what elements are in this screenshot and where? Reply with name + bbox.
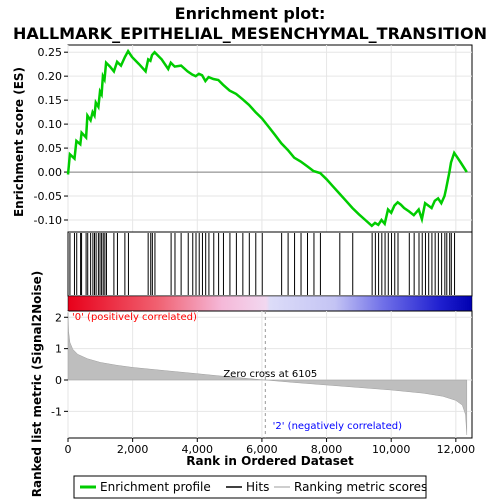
enrichment-profile-line <box>66 48 468 228</box>
ranking-metric-area <box>67 312 468 435</box>
legend-metric-label: Ranking metric scores <box>294 480 427 494</box>
es-y-tick-label: 0.15 <box>38 94 63 107</box>
es-y-tick-label: -0.10 <box>34 214 62 227</box>
es-panel: 0.25 0.20 0.15 0.10 0.05 0.00 -0.05 -0.10 <box>34 44 473 233</box>
es-y-ticks: 0.25 0.20 0.15 0.10 0.05 0.00 -0.05 -0.10 <box>34 46 68 227</box>
es-y-tick-label: 0.25 <box>38 46 63 59</box>
hit-lines <box>69 233 456 295</box>
es-y-tick-label: 0.20 <box>38 70 63 83</box>
legend-enrichment-label: Enrichment profile <box>100 480 211 494</box>
metric-y-tick-label: -1 <box>51 405 62 418</box>
es-y-tick-label: 0.05 <box>38 142 63 155</box>
metric-panel: 2 1 0 -1 Zero cross at 6105 '0' (positively… <box>51 310 473 439</box>
metric-y-tick-label: 0 <box>55 374 62 387</box>
es-y-tick-label: 0.00 <box>38 166 63 179</box>
es-y-axis-label: Enrichment score (ES) <box>12 67 26 217</box>
metric-y-tick-label: 2 <box>55 311 62 324</box>
chart-title-line1: Enrichment plot: <box>175 4 326 23</box>
positive-correlation-label: '0' (positively correlated) <box>72 312 197 323</box>
metric-y-ticks: 2 1 0 -1 <box>51 311 68 418</box>
negative-correlation-label: '2' (negatively correlated) <box>273 421 402 432</box>
x-tick-label: 2,000 <box>117 443 149 456</box>
hits-panel-frame <box>67 231 473 297</box>
metric-y-tick-label: 1 <box>55 343 62 356</box>
es-panel-frame <box>67 44 473 233</box>
legend-hits-label: Hits <box>246 480 269 494</box>
legend-box <box>73 475 427 499</box>
zero-cross-label: Zero cross at 6105 <box>223 369 317 380</box>
x-tick-label: 8,000 <box>311 443 343 456</box>
hits-panel <box>67 231 473 297</box>
es-y-tick-label: -0.05 <box>34 190 62 203</box>
rank-color-bar <box>67 295 473 312</box>
legend: Enrichment profile Hits Ranking metric s… <box>73 475 427 499</box>
chart-title-line2: HALLMARK_EPITHELIAL_MESENCHYMAL_TRANSITI… <box>13 24 487 43</box>
x-tick-label: 0 <box>65 443 72 456</box>
x-tick-label: 4,000 <box>182 443 214 456</box>
x-axis-label: Rank in Ordered Dataset <box>186 454 354 468</box>
metric-y-axis-label: Ranked list metric (Signal2Noise) <box>30 271 44 498</box>
x-tick-label: 10,000 <box>372 443 411 456</box>
x-axis-ticks: 0 2,000 4,000 6,000 8,000 10,000 12,000 <box>65 438 476 456</box>
es-y-tick-label: 0.10 <box>38 118 63 131</box>
x-tick-label: 12,000 <box>437 443 476 456</box>
x-tick-label: 6,000 <box>246 443 278 456</box>
